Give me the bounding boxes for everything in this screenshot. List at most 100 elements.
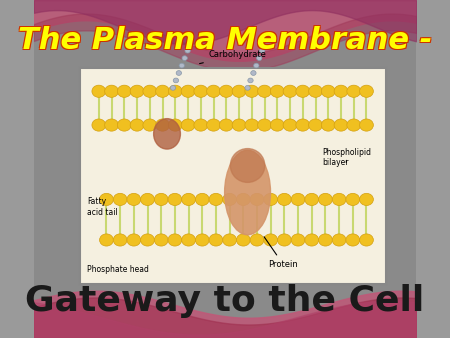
- Circle shape: [251, 71, 256, 75]
- Circle shape: [245, 85, 259, 97]
- Circle shape: [130, 119, 144, 131]
- Circle shape: [309, 119, 322, 131]
- Ellipse shape: [230, 149, 265, 183]
- Circle shape: [99, 193, 113, 206]
- Circle shape: [309, 85, 322, 97]
- Circle shape: [195, 193, 209, 206]
- Circle shape: [360, 85, 374, 97]
- Circle shape: [113, 193, 127, 206]
- Circle shape: [168, 119, 182, 131]
- Text: The Plasma Membrane -: The Plasma Membrane -: [17, 25, 431, 54]
- Circle shape: [332, 193, 346, 206]
- Circle shape: [181, 85, 195, 97]
- Circle shape: [156, 119, 169, 131]
- Circle shape: [296, 85, 310, 97]
- Circle shape: [127, 193, 141, 206]
- Text: Fatty
acid tail: Fatty acid tail: [87, 197, 118, 217]
- Circle shape: [223, 193, 237, 206]
- Circle shape: [182, 193, 195, 206]
- Circle shape: [291, 193, 305, 206]
- Ellipse shape: [225, 150, 270, 235]
- Text: Protein: Protein: [264, 237, 298, 269]
- Circle shape: [264, 193, 278, 206]
- Circle shape: [105, 119, 118, 131]
- Circle shape: [334, 119, 348, 131]
- Circle shape: [194, 119, 207, 131]
- Circle shape: [232, 119, 246, 131]
- FancyBboxPatch shape: [80, 68, 386, 284]
- Circle shape: [194, 85, 207, 97]
- Circle shape: [321, 119, 335, 131]
- Circle shape: [209, 234, 223, 246]
- Circle shape: [168, 85, 182, 97]
- Circle shape: [245, 86, 250, 90]
- Circle shape: [360, 119, 374, 131]
- Circle shape: [260, 48, 265, 53]
- Text: The Plasma Membrane -: The Plasma Membrane -: [18, 26, 432, 55]
- Circle shape: [278, 193, 291, 206]
- Circle shape: [141, 234, 154, 246]
- Circle shape: [360, 193, 374, 206]
- Circle shape: [236, 193, 250, 206]
- Circle shape: [168, 234, 182, 246]
- Text: Gateway to the Cell: Gateway to the Cell: [25, 284, 425, 318]
- Circle shape: [170, 86, 176, 90]
- Circle shape: [207, 119, 220, 131]
- Circle shape: [143, 119, 157, 131]
- Circle shape: [195, 234, 209, 246]
- Text: The Plasma Membrane -: The Plasma Membrane -: [19, 27, 433, 56]
- Circle shape: [291, 234, 305, 246]
- Circle shape: [250, 193, 264, 206]
- Text: Phospholipid
bilayer: Phospholipid bilayer: [322, 148, 371, 167]
- Circle shape: [185, 48, 190, 53]
- Circle shape: [173, 78, 179, 83]
- Circle shape: [179, 63, 184, 68]
- Circle shape: [232, 85, 246, 97]
- Circle shape: [264, 234, 278, 246]
- Circle shape: [254, 63, 259, 68]
- Circle shape: [332, 234, 346, 246]
- Circle shape: [319, 234, 332, 246]
- Circle shape: [181, 119, 195, 131]
- Circle shape: [154, 234, 168, 246]
- Circle shape: [256, 56, 262, 61]
- Text: Carbohydrate: Carbohydrate: [199, 50, 267, 64]
- Circle shape: [105, 85, 118, 97]
- Circle shape: [154, 193, 168, 206]
- Circle shape: [156, 85, 169, 97]
- Text: The Plasma Membrane -: The Plasma Membrane -: [17, 27, 431, 56]
- Circle shape: [305, 193, 319, 206]
- Circle shape: [270, 85, 284, 97]
- Circle shape: [346, 193, 360, 206]
- Circle shape: [209, 193, 223, 206]
- Circle shape: [117, 85, 131, 97]
- Circle shape: [143, 85, 157, 97]
- Circle shape: [92, 119, 106, 131]
- Circle shape: [347, 119, 360, 131]
- Circle shape: [258, 85, 271, 97]
- Circle shape: [182, 234, 195, 246]
- Circle shape: [258, 119, 271, 131]
- Text: The Plasma Membrane -: The Plasma Membrane -: [19, 25, 433, 54]
- Circle shape: [207, 85, 220, 97]
- Circle shape: [346, 234, 360, 246]
- Circle shape: [360, 234, 374, 246]
- Circle shape: [92, 85, 106, 97]
- Circle shape: [305, 234, 319, 246]
- Circle shape: [99, 234, 113, 246]
- FancyBboxPatch shape: [34, 0, 416, 61]
- Circle shape: [283, 119, 297, 131]
- Circle shape: [176, 71, 181, 75]
- Circle shape: [220, 119, 233, 131]
- Text: Phosphate head: Phosphate head: [87, 265, 149, 274]
- Circle shape: [245, 119, 259, 131]
- Circle shape: [182, 56, 187, 61]
- Circle shape: [141, 193, 154, 206]
- Circle shape: [283, 85, 297, 97]
- Circle shape: [270, 119, 284, 131]
- Circle shape: [250, 234, 264, 246]
- Circle shape: [278, 234, 291, 246]
- Circle shape: [236, 234, 250, 246]
- Circle shape: [321, 85, 335, 97]
- Circle shape: [347, 85, 360, 97]
